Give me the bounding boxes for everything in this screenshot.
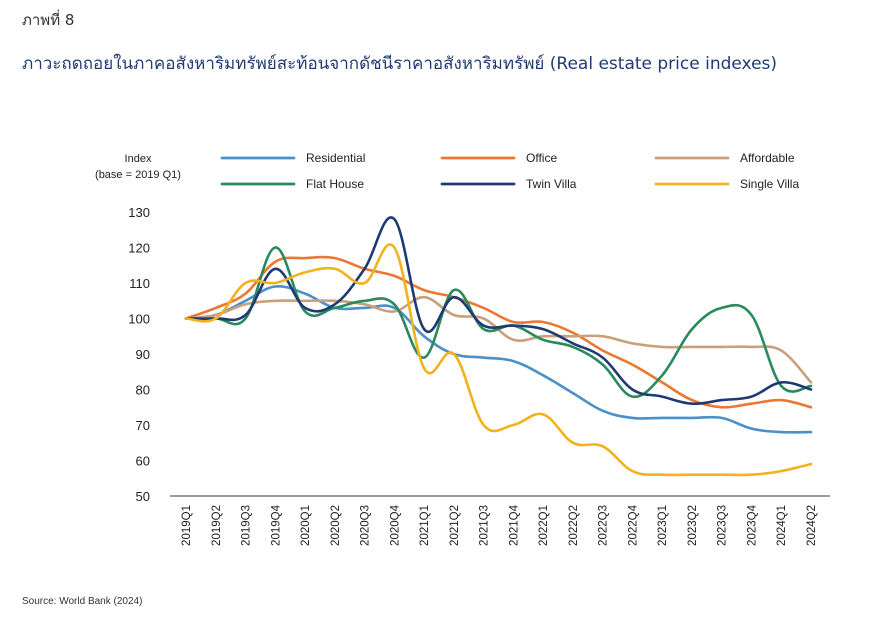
x-tick-label: 2023Q3 [717, 505, 729, 546]
x-tick-label: 2019Q2 [211, 505, 223, 546]
legend-label-flat-house: Flat House [306, 177, 364, 191]
x-tick-label: 2022Q1 [538, 505, 550, 546]
series-lines [184, 216, 813, 477]
x-tick-label: 2023Q4 [746, 504, 758, 546]
y-tick-label: 120 [128, 241, 150, 256]
series-line-twin-villa [184, 216, 813, 406]
y-tick-label: 70 [136, 418, 150, 433]
y-tick-label: 80 [136, 383, 150, 398]
y-axis-label-line2: (base = 2019 Q1) [95, 169, 181, 181]
x-tick-label: 2022Q2 [568, 505, 580, 546]
x-tick-label: 2024Q2 [806, 505, 818, 546]
legend: Residential Office Affordable Flat House Twi… [220, 151, 799, 191]
y-axis-label-line1: Index [125, 153, 152, 165]
y-tick-label: 110 [129, 276, 150, 291]
y-axis: 50 60 70 80 90 100 110 120 130 [128, 205, 150, 504]
x-tick-label: 2022Q3 [598, 505, 610, 546]
legend-label-twin-villa: Twin Villa [526, 177, 577, 191]
x-tick-label: 2020Q2 [330, 505, 342, 546]
series-line-single-villa [184, 243, 813, 477]
x-tick-label: 2021Q1 [419, 505, 431, 546]
y-tick-label: 50 [136, 489, 150, 504]
y-tick-label: 100 [128, 312, 150, 327]
legend-label-single-villa: Single Villa [740, 177, 799, 191]
x-tick-label: 2019Q4 [270, 504, 282, 546]
y-tick-label: 60 [136, 454, 150, 469]
figure-label: ภาพที่ 8 [22, 11, 75, 29]
x-tick-label: 2021Q4 [508, 504, 520, 546]
y-tick-label: 90 [136, 347, 150, 362]
x-tick-label: 2020Q4 [389, 504, 401, 546]
legend-label-office: Office [526, 151, 557, 165]
source-note: Source: World Bank (2024) [22, 596, 143, 607]
legend-label-affordable: Affordable [740, 151, 795, 165]
x-tick-label: 2023Q1 [657, 505, 669, 546]
x-tick-label: 2020Q1 [300, 505, 312, 546]
x-tick-label: 2024Q1 [776, 505, 788, 546]
x-tick-label: 2019Q3 [241, 505, 253, 546]
series-line-office [184, 255, 813, 409]
x-axis: 2019Q1 2019Q2 2019Q3 2019Q4 2020Q1 2020Q2 2020… [170, 495, 830, 546]
y-tick-label: 130 [128, 205, 150, 220]
x-tick-label: 2021Q3 [479, 505, 491, 546]
x-tick-label: 2021Q2 [449, 505, 461, 546]
x-tick-label: 2022Q4 [627, 504, 639, 546]
x-tick-label: 2019Q1 [181, 505, 193, 546]
series-line-flat-house [184, 246, 813, 399]
x-tick-label: 2023Q2 [687, 505, 699, 546]
x-tick-label: 2020Q3 [360, 505, 372, 546]
legend-label-residential: Residential [306, 151, 365, 165]
figure-title: ภาวะถดถอยในภาคอสังหาริมทรัพย์สะท้อนจากดั… [22, 54, 778, 74]
